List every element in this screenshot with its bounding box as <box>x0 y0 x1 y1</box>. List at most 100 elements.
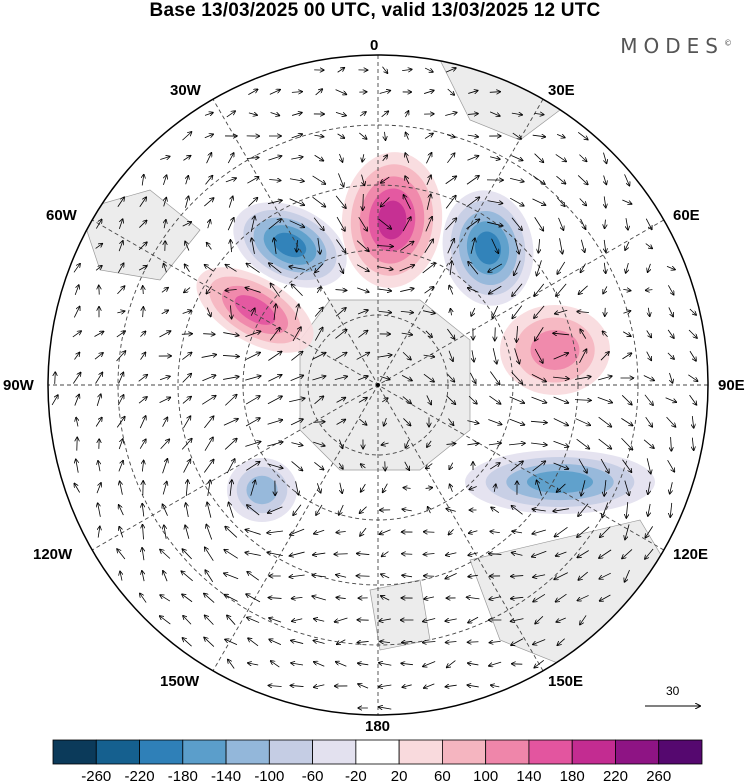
wind-vector <box>556 175 565 184</box>
wind-vector <box>290 375 304 382</box>
wind-vector <box>379 685 392 687</box>
colorbar-tick-label: 180 <box>560 768 585 783</box>
wind-vector <box>359 506 367 514</box>
lon-label-150w: 150W <box>160 673 200 690</box>
wind-vector <box>509 418 525 425</box>
south-america-landmass <box>79 189 201 281</box>
wind-vector <box>139 439 146 449</box>
wind-vector <box>645 548 654 559</box>
wind-vector <box>334 376 347 381</box>
wind-vector <box>73 373 80 384</box>
wind-vector <box>626 501 627 518</box>
wind-vector <box>379 707 392 709</box>
wind-vector <box>446 444 456 445</box>
wind-vector <box>359 132 366 139</box>
wind-vector <box>648 307 649 316</box>
wind-vector <box>400 288 414 292</box>
wind-vector <box>95 417 102 427</box>
wind-vector <box>488 263 503 272</box>
wind-vector <box>692 416 693 428</box>
wind-vector <box>597 396 612 402</box>
wind-vector <box>182 132 191 141</box>
wind-vector <box>424 90 434 93</box>
wind-vector <box>643 375 654 381</box>
colorbar-swatch <box>268 739 314 765</box>
wind-vector <box>314 307 323 317</box>
wind-vector <box>250 480 255 496</box>
wind-vector <box>336 419 346 425</box>
wind-vector <box>532 461 546 472</box>
wind-vector <box>337 639 346 645</box>
wind-vector <box>692 437 693 451</box>
colorbar-swatch <box>52 739 97 765</box>
wind-vector <box>271 661 280 668</box>
wind-vector <box>162 417 168 427</box>
wind-vector <box>557 638 565 646</box>
wind-vector <box>223 419 238 426</box>
wind-vector <box>140 352 146 360</box>
wind-vector <box>467 135 478 137</box>
wind-vector <box>448 350 453 361</box>
wind-vector <box>426 194 431 210</box>
wind-vector <box>230 480 232 496</box>
wind-vector <box>602 502 609 518</box>
wind-vector <box>245 442 260 447</box>
wind-vector <box>510 178 524 181</box>
wind-vector <box>289 398 305 403</box>
wind-vector <box>577 526 590 537</box>
wind-vector <box>295 481 299 494</box>
wind-vector <box>622 459 631 472</box>
wind-vector <box>580 329 587 339</box>
lon-label-120e: 120E <box>673 546 709 563</box>
wind-vector <box>120 571 122 581</box>
wind-vector <box>426 395 431 404</box>
wind-vector <box>274 238 276 254</box>
wind-vector <box>577 311 589 312</box>
wind-vector <box>511 113 522 115</box>
wind-vector <box>623 289 630 290</box>
wind-vector <box>291 352 302 361</box>
wind-vector <box>450 261 452 276</box>
wind-vector <box>598 438 612 449</box>
wind-vector <box>668 307 673 316</box>
colorbar-swatch <box>658 739 703 765</box>
wind-vector <box>670 502 672 517</box>
wind-vector <box>490 531 500 532</box>
wind-vector <box>202 396 216 405</box>
wind-vector <box>335 330 346 339</box>
wind-vector <box>511 371 523 384</box>
map-title: Base 13/03/2025 00 UTC, valid 13/03/2025… <box>149 0 601 21</box>
wind-vector <box>516 325 517 342</box>
wind-vector <box>73 307 79 318</box>
wind-vector <box>426 463 433 469</box>
wind-vector <box>599 549 612 558</box>
wind-vector <box>467 443 478 445</box>
wind-vector <box>509 396 525 403</box>
wind-vector <box>116 417 125 428</box>
wind-vector <box>116 331 125 338</box>
wind-vector <box>142 504 144 517</box>
wind-vector <box>164 220 166 229</box>
wind-vector <box>338 262 344 273</box>
wind-vector <box>335 617 348 622</box>
wind-vector <box>185 196 188 208</box>
lon-label-150e: 150E <box>548 673 584 690</box>
wind-vector <box>403 488 411 489</box>
wind-vector <box>206 307 211 317</box>
colorbar-swatch <box>95 739 140 765</box>
wind-vector <box>489 661 502 666</box>
colorbar-swatch <box>312 739 357 765</box>
wind-vector <box>378 311 392 312</box>
wind-vector <box>404 461 410 470</box>
wind-vector <box>600 526 611 538</box>
wind-vector <box>206 524 213 540</box>
wind-vector <box>379 529 391 534</box>
wind-vector <box>291 461 303 470</box>
wind-vector <box>312 596 326 601</box>
wind-vector <box>580 615 587 624</box>
wind-vector <box>291 685 304 686</box>
wind-vector <box>225 639 238 645</box>
wind-vector <box>313 553 326 555</box>
wind-vector <box>225 290 237 291</box>
